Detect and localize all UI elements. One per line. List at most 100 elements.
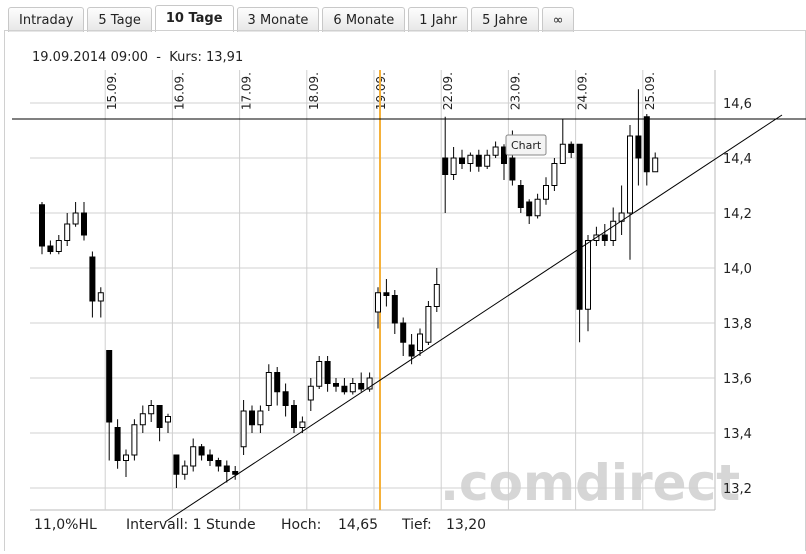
candle-body <box>459 157 465 164</box>
candle-body <box>97 292 104 302</box>
y-tick-label: 14,6 <box>723 97 752 112</box>
candle-body <box>534 198 541 217</box>
candle-body <box>114 427 121 461</box>
y-tick-label: 14,2 <box>723 207 752 222</box>
candle-body <box>131 424 138 456</box>
y-tick-label: 13,6 <box>723 372 752 387</box>
x-tick-label: 24.09. <box>576 72 590 110</box>
candle-body <box>249 410 255 426</box>
candle-body <box>190 446 197 467</box>
candle-body <box>358 383 365 390</box>
candle-body <box>139 413 146 426</box>
candle-body <box>148 405 155 415</box>
x-tick-label: 17.09. <box>240 72 254 110</box>
candle-body <box>576 143 583 310</box>
x-tick-label: 25.09. <box>643 72 657 110</box>
y-tick-label: 14,4 <box>723 152 752 167</box>
candle-body <box>333 383 339 387</box>
y-tick-label: 13,2 <box>723 482 752 497</box>
x-tick-label: 15.09. <box>105 72 119 110</box>
tab[interactable]: Intraday <box>8 7 85 32</box>
candle-body <box>417 333 423 351</box>
candle-body <box>64 223 71 241</box>
x-tick-label: 22.09. <box>441 72 455 110</box>
x-tick-label: 23.09. <box>508 72 522 110</box>
tab[interactable]: 5 Jahre <box>471 7 539 32</box>
y-tick-label: 13,8 <box>723 317 752 332</box>
footer-stat: Tief: <box>401 517 432 533</box>
candle-body <box>282 391 289 406</box>
candle-body <box>89 256 96 302</box>
candle-body <box>215 460 222 467</box>
candle-body <box>601 234 608 241</box>
candle-body <box>265 372 272 406</box>
candle-body <box>316 361 323 387</box>
x-tick-label: 16.09. <box>172 72 186 110</box>
candle-body <box>526 201 533 217</box>
candle-body <box>501 146 507 164</box>
candle-body <box>39 204 45 247</box>
footer-stat: 14,65 <box>338 517 378 533</box>
candle-body <box>341 385 348 393</box>
candle-body <box>81 212 87 236</box>
candle-body <box>400 322 407 343</box>
footer-stat: Hoch: <box>281 517 321 533</box>
tooltip-box <box>505 134 547 156</box>
y-tick-label: 13,4 <box>723 427 752 442</box>
candle-body <box>257 410 264 426</box>
y-tick-label: 14,0 <box>723 262 752 277</box>
candle-body <box>299 421 306 428</box>
tab[interactable]: 3 Monate <box>236 7 320 32</box>
candle-body <box>181 465 188 475</box>
candle-body <box>47 245 54 252</box>
candle-body <box>484 154 491 167</box>
footer-stat: 11,0%HL <box>34 517 97 533</box>
candle-body <box>391 295 398 324</box>
candle-body <box>627 135 633 214</box>
candle-body <box>123 454 129 461</box>
candle-body <box>366 377 373 390</box>
candle-body <box>425 306 432 343</box>
tab-bar: Intraday 5 Tage 10 Tage 3 Monate 6 Monate 1 J… <box>8 5 575 32</box>
candle-body <box>467 154 474 164</box>
candle-body <box>442 157 449 175</box>
candle-body <box>223 465 230 472</box>
candle-body <box>585 240 591 310</box>
candle-body <box>240 410 247 448</box>
tab[interactable]: ∞ <box>541 7 575 32</box>
candle-body <box>324 361 331 384</box>
candle-body <box>559 143 566 164</box>
candle-body <box>349 383 356 393</box>
tab[interactable]: 1 Jahr <box>408 7 469 32</box>
footer-stat: Intervall: 1 Stunde <box>126 517 256 533</box>
watermark: .comdirect <box>440 454 740 512</box>
tab[interactable]: 5 Tage <box>87 7 152 32</box>
candle-body <box>509 157 516 181</box>
candle-body <box>517 185 524 208</box>
candle-body <box>55 240 62 252</box>
candle-body <box>551 163 558 186</box>
candle-body <box>568 143 575 153</box>
info-text: 19.09.2014 09:00 - Kurs: 13,91 <box>32 50 243 65</box>
candle-body <box>291 405 297 428</box>
candle-body <box>232 471 239 475</box>
trend-line <box>164 114 783 523</box>
x-tick-label: 18.09. <box>307 72 321 110</box>
candle-body <box>652 157 659 173</box>
candle-body <box>165 416 171 423</box>
candle-body <box>543 185 549 200</box>
candle-body <box>72 212 79 225</box>
candle-body <box>173 454 180 475</box>
tab[interactable]: 6 Monate <box>322 7 406 32</box>
footer-stat: 13,20 <box>446 517 486 533</box>
candle-body <box>433 284 440 307</box>
candle-body <box>156 405 163 428</box>
candle-body <box>450 157 457 175</box>
tooltip: Chart <box>511 139 542 152</box>
tab[interactable]: 10 Tage <box>154 5 234 32</box>
candle-body <box>375 292 381 313</box>
candle-body <box>643 116 650 173</box>
candle-body <box>207 454 213 461</box>
candle-body <box>106 350 113 423</box>
